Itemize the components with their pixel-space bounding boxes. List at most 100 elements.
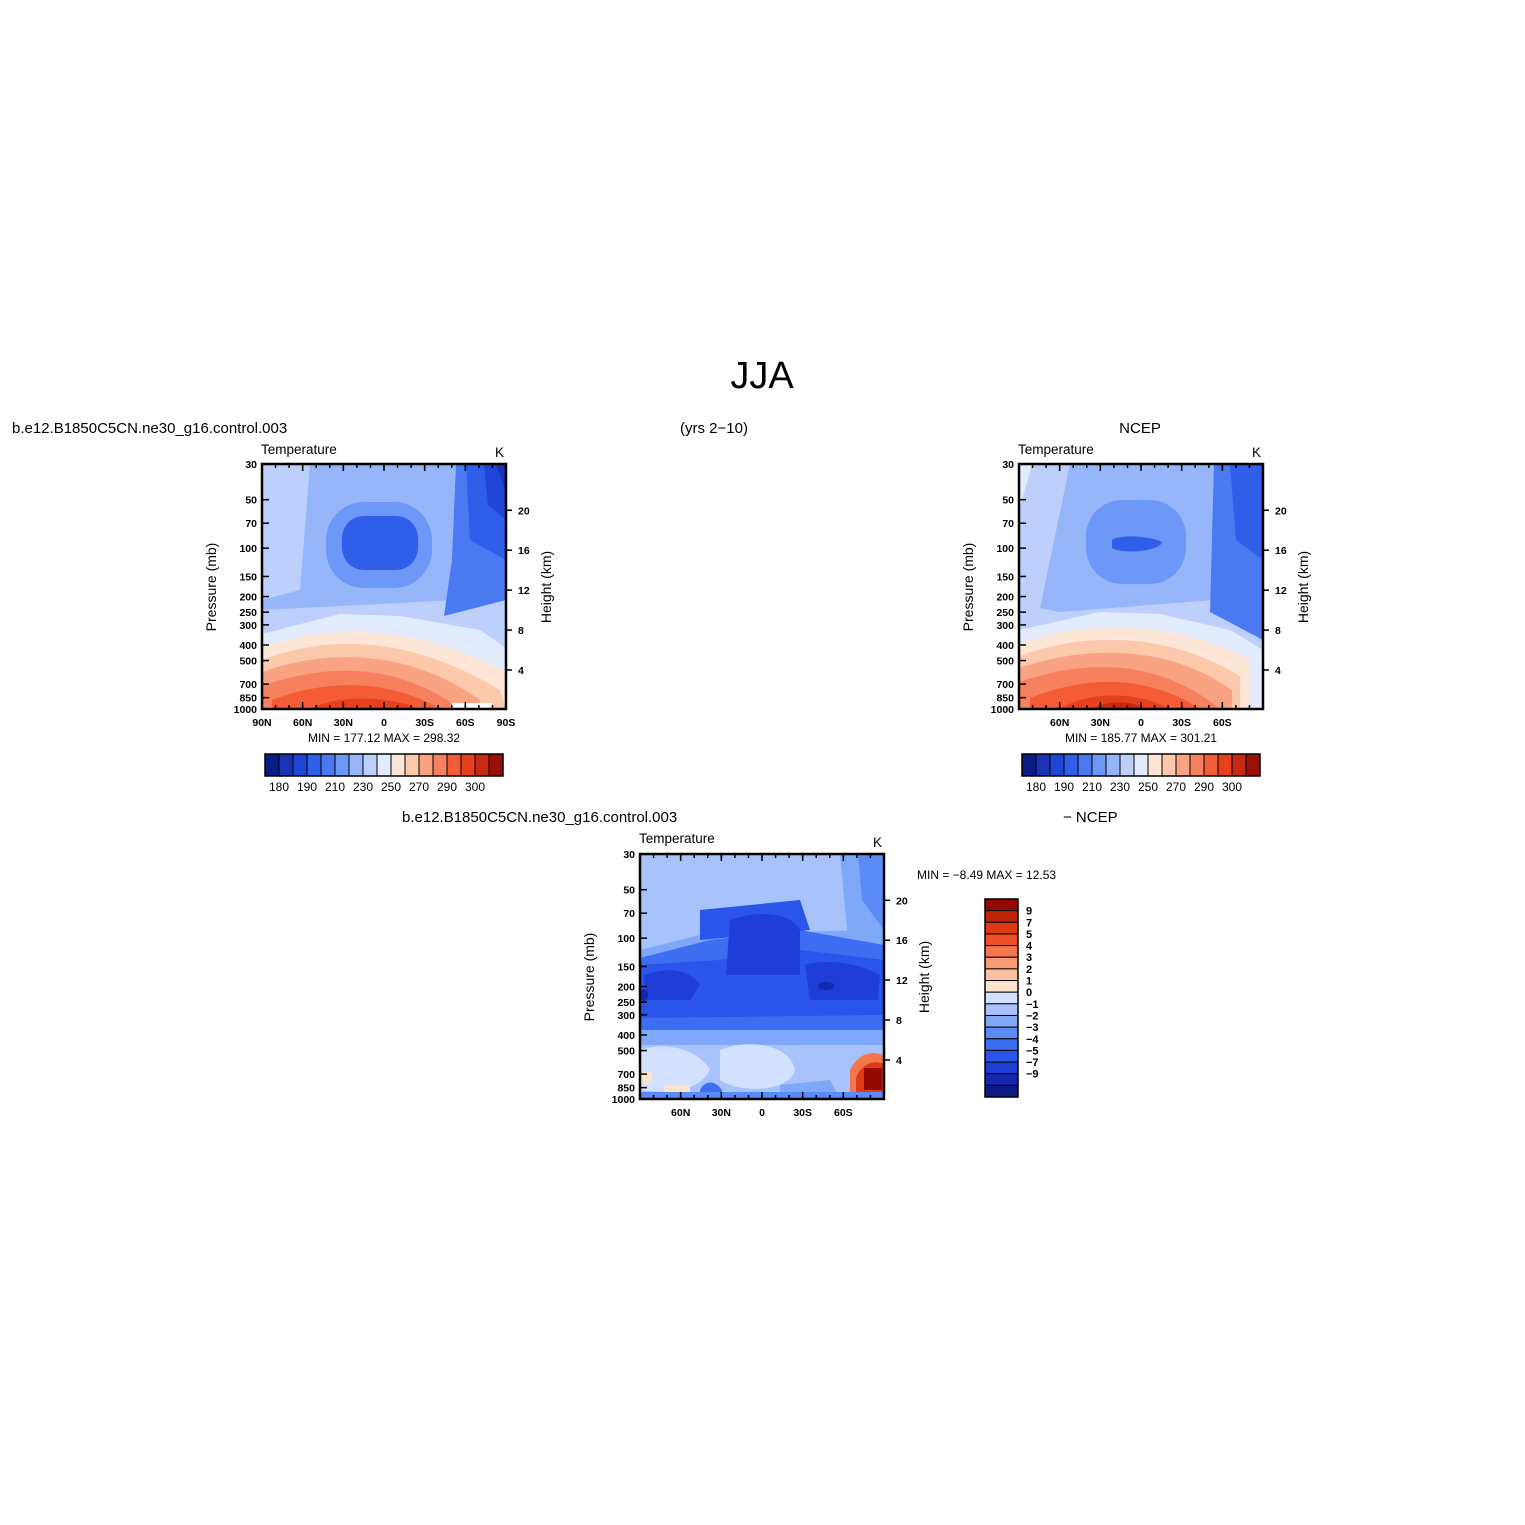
model-colorbar-label: 230	[353, 780, 373, 794]
difference-colorbar-label: −7	[1026, 1057, 1039, 1069]
obs-y-tick-label: 100	[996, 543, 1014, 555]
difference-min-max: MIN = −8.49 MAX = 12.53	[917, 868, 1056, 882]
difference-colorbar-swatch	[984, 1003, 1019, 1016]
difference-y-right-tick-label: 8	[896, 1015, 902, 1027]
obs-title-right: K	[1252, 445, 1261, 460]
difference-colorbar-label: −2	[1026, 1010, 1039, 1022]
difference-y-label: Pressure (mb)	[581, 933, 597, 1022]
model-y-tick-label: 700	[239, 679, 257, 691]
model-colorbar-swatch	[404, 753, 420, 777]
model-colorbar-swatch	[334, 753, 350, 777]
obs-y-right-tick-label: 4	[1275, 665, 1281, 677]
difference-colorbar-swatch	[984, 1084, 1019, 1098]
model-colorbar-swatch	[278, 753, 294, 777]
obs-colorbar-swatch	[1203, 753, 1219, 777]
model-colorbar-swatch	[320, 753, 336, 777]
difference-x-tick-label: 60N	[671, 1107, 690, 1119]
difference-colorbar-swatch	[984, 1014, 1019, 1028]
obs-title-left: Temperature	[1018, 442, 1094, 457]
obs-colorbar-label: 250	[1138, 780, 1158, 794]
difference-colorbar-swatch	[984, 1073, 1019, 1086]
obs-colorbar-swatch	[1245, 753, 1261, 777]
difference-colorbar-label: −1	[1026, 999, 1039, 1011]
difference-x-tick-label: 30N	[712, 1107, 731, 1119]
difference-y-right-tick-label: 4	[896, 1055, 902, 1067]
obs-colorbar-frame	[1021, 753, 1261, 777]
difference-y-tick-label: 500	[617, 1046, 635, 1058]
obs-x-tick-label: 30N	[1091, 717, 1110, 729]
obs-colorbar-swatch	[1175, 753, 1191, 777]
difference-colorbar-swatch	[984, 945, 1019, 958]
obs-colorbar-swatch	[1035, 753, 1051, 777]
model-y-tick-label: 200	[239, 592, 257, 604]
obs-y-tick-label: 1000	[991, 704, 1015, 716]
difference-colorbar-label: 3	[1026, 952, 1032, 964]
obs-colorbar-swatch	[1189, 753, 1205, 777]
model-y-right-tick-label: 12	[518, 585, 530, 597]
obs-colorbar-label: 270	[1166, 780, 1186, 794]
difference-y-tick-label: 1000	[612, 1094, 636, 1106]
obs-axis-ticks	[1019, 463, 1269, 710]
difference-y-right-tick-label: 20	[896, 895, 908, 907]
obs-y-tick-label: 300	[996, 620, 1014, 632]
difference-temperature-panel: Temperature K Pressure (mb) Height (km) …	[581, 831, 1056, 1119]
model-x-tick-label: 30S	[415, 717, 434, 729]
years-label: (yrs 2−10)	[680, 420, 748, 437]
difference-title-right: K	[873, 835, 882, 850]
difference-colorbar-swatch	[984, 910, 1019, 923]
obs-colorbar-swatch	[1119, 753, 1135, 777]
model-colorbar-swatch	[460, 753, 476, 777]
model-x-tick-label: 60S	[456, 717, 475, 729]
difference-title-left: Temperature	[639, 831, 715, 846]
model-colorbar-swatch	[446, 753, 462, 777]
obs-colorbar-swatch	[1231, 753, 1247, 777]
obs-y-tick-label: 250	[996, 607, 1014, 619]
model-colorbar-swatch	[418, 753, 434, 777]
obs-colorbar-swatch	[1063, 753, 1079, 777]
obs-y-right-tick-label: 20	[1275, 505, 1287, 517]
obs-colorbar-label: 300	[1222, 780, 1242, 794]
difference-x-tick-label: 60S	[834, 1107, 853, 1119]
model-colorbar-swatch	[306, 753, 322, 777]
difference-colorbar-swatch	[984, 968, 1019, 982]
obs-name-label: NCEP	[1119, 420, 1161, 437]
obs-y-tick-label: 200	[996, 592, 1014, 604]
model-y-tick-label: 1000	[234, 704, 258, 716]
obs-y-tick-label: 30	[1002, 459, 1014, 471]
model-y-tick-label: 70	[245, 518, 257, 530]
difference-x-tick-label: 30S	[793, 1107, 812, 1119]
model-colorbar-frame	[264, 753, 504, 777]
diff-obs-name-label: − NCEP	[1063, 809, 1118, 826]
model-colorbar-label: 290	[437, 780, 457, 794]
model-y-right-tick-label: 16	[518, 545, 530, 557]
difference-colorbar-swatch	[984, 898, 1019, 912]
difference-x-tick-label: 0	[759, 1107, 765, 1119]
diff-case-name-label: b.e12.B1850C5CN.ne30_g16.control.003	[402, 809, 677, 826]
difference-y-tick-label: 30	[623, 849, 635, 861]
difference-colorbar-label: 0	[1026, 987, 1032, 999]
model-contour-field	[262, 464, 506, 709]
model-colorbar-swatch	[390, 753, 406, 777]
difference-colorbar-label: −3	[1026, 1022, 1039, 1034]
obs-y-tick-label: 70	[1002, 518, 1014, 530]
model-y-tick-label: 150	[239, 571, 257, 583]
obs-y-tick-label: 500	[996, 656, 1014, 668]
obs-contour-field	[1019, 464, 1263, 709]
model-colorbar-label: 180	[269, 780, 289, 794]
model-colorbar-swatch	[488, 753, 504, 777]
difference-colorbar-swatch	[984, 1049, 1019, 1063]
obs-colorbar: 180 190 210 230 250 270 290 300	[1021, 753, 1261, 794]
difference-y-right-tick-label: 16	[896, 935, 908, 947]
model-temperature-panel: Temperature K Pressure (mb) Height (km) …	[203, 442, 554, 745]
difference-colorbar-swatch	[984, 921, 1019, 935]
difference-y-label-right: Height (km)	[916, 941, 932, 1013]
model-y-tick-label: 250	[239, 607, 257, 619]
difference-colorbar-label: 1	[1026, 976, 1032, 988]
obs-colorbar-swatch	[1161, 753, 1177, 777]
obs-y-right-tick-label: 16	[1275, 545, 1287, 557]
difference-y-tick-label: 200	[617, 982, 635, 994]
model-colorbar: 180 190 210 230 250 270 290 300	[264, 753, 504, 794]
model-x-tick-label: 30N	[334, 717, 353, 729]
model-colorbar-swatch	[474, 753, 490, 777]
